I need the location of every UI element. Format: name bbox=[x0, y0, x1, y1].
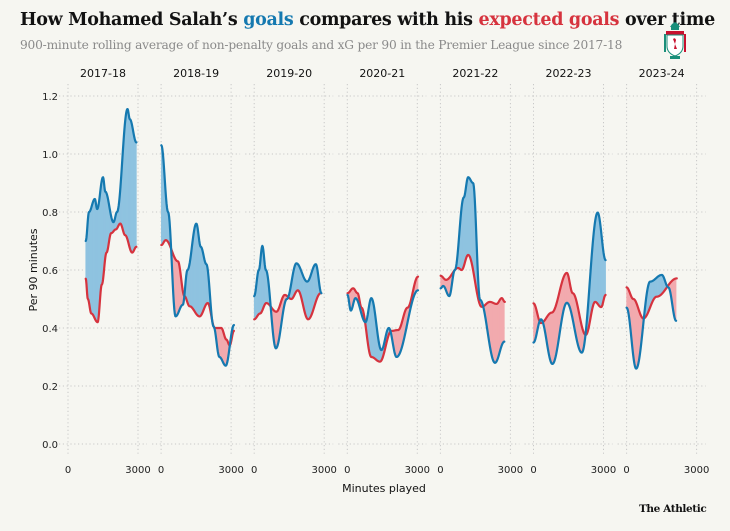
title-text: How Mohamed Salah’s bbox=[20, 10, 244, 30]
line-layer bbox=[84, 108, 678, 370]
xg-above-goals-area bbox=[417, 276, 419, 291]
chart-subtitle: 900-minute rolling average of non-penalt… bbox=[20, 38, 623, 52]
goals-line bbox=[346, 289, 420, 359]
x-tick-label: 0 bbox=[530, 465, 536, 476]
y-tick-label: 0.6 bbox=[42, 266, 58, 277]
grid-layer bbox=[59, 84, 706, 455]
x-tick-label: 0 bbox=[623, 465, 629, 476]
xg-line bbox=[160, 239, 235, 347]
y-tick-label: 0.2 bbox=[42, 382, 58, 393]
x-tick-label: 0 bbox=[251, 465, 257, 476]
x-tick-label: 0 bbox=[437, 465, 443, 476]
x-tick-label: 3000 bbox=[218, 465, 243, 476]
y-axis-label: Per 90 minutes bbox=[27, 228, 40, 311]
title-text: compares with his bbox=[293, 10, 479, 30]
goals-above-xg-area bbox=[604, 258, 606, 296]
title-text: over time bbox=[619, 10, 715, 30]
season-label: 2021-22 bbox=[452, 67, 498, 80]
season-label: 2023-24 bbox=[639, 67, 685, 80]
title-xg-keyword: expected goals bbox=[478, 10, 620, 30]
xg-line bbox=[439, 253, 506, 308]
xg-line bbox=[532, 271, 607, 337]
brand-logo: The Athletic bbox=[639, 503, 707, 515]
x-tick-label: 0 bbox=[344, 465, 350, 476]
y-tick-label: 1.0 bbox=[42, 150, 58, 161]
y-tick-label: 0.4 bbox=[42, 324, 58, 335]
liverpool-crest-icon bbox=[664, 22, 686, 59]
text-layer: 0.0 0.2 0.4 0.6 0.8 1.0 1.2 0 3000 2017-18 0 3000 20… bbox=[27, 67, 709, 495]
goals-line bbox=[625, 273, 678, 370]
x-tick-label: 3000 bbox=[498, 465, 523, 476]
goals-line bbox=[532, 211, 607, 366]
goals-line bbox=[253, 244, 323, 350]
x-tick-label: 3000 bbox=[591, 465, 616, 476]
x-axis-label: Minutes played bbox=[342, 482, 426, 495]
x-tick-label: 3000 bbox=[684, 465, 709, 476]
season-label: 2019-20 bbox=[266, 67, 312, 80]
season-label: 2017-18 bbox=[80, 67, 126, 80]
xg-line bbox=[346, 275, 420, 363]
season-label: 2020-21 bbox=[359, 67, 405, 80]
x-tick-label: 3000 bbox=[311, 465, 336, 476]
x-tick-label: 0 bbox=[158, 465, 164, 476]
goals-line bbox=[84, 108, 138, 243]
y-tick-label: 0.0 bbox=[42, 440, 58, 451]
title-goals-keyword: goals bbox=[243, 10, 294, 30]
goals-line bbox=[160, 144, 235, 367]
x-tick-label: 3000 bbox=[125, 465, 150, 476]
y-tick-label: 1.2 bbox=[42, 92, 58, 103]
chart-title: How Mohamed Salah’s goals compares with … bbox=[20, 10, 715, 30]
x-tick-label: 3000 bbox=[405, 465, 430, 476]
season-label: 2018-19 bbox=[173, 67, 219, 80]
season-label: 2022-23 bbox=[546, 67, 592, 80]
goals-line bbox=[439, 176, 506, 364]
x-tick-label: 0 bbox=[65, 465, 71, 476]
y-tick-label: 0.8 bbox=[42, 208, 58, 219]
xg-line bbox=[625, 277, 678, 320]
xg-line bbox=[84, 222, 138, 324]
